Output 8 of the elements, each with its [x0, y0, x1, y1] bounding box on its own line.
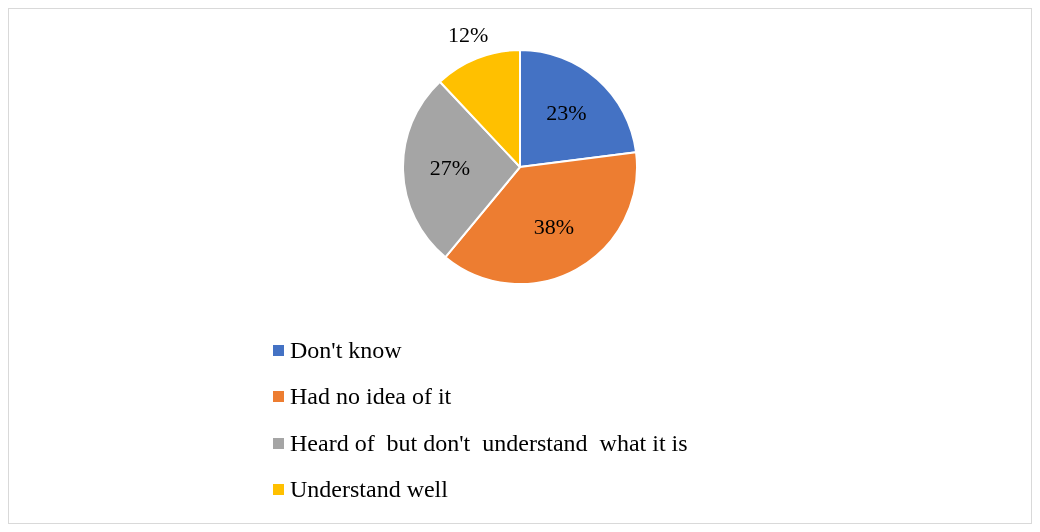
- legend-label: Heard of but don't understand what it is: [290, 429, 688, 457]
- data-label: 23%: [546, 100, 587, 126]
- data-label: 38%: [533, 214, 574, 240]
- data-label: 27%: [429, 154, 470, 180]
- legend-label: Understand well: [290, 476, 448, 504]
- data-label: 12%: [447, 21, 489, 47]
- legend-label: Had no idea of it: [290, 383, 452, 411]
- legend-label: Don't know: [290, 336, 402, 364]
